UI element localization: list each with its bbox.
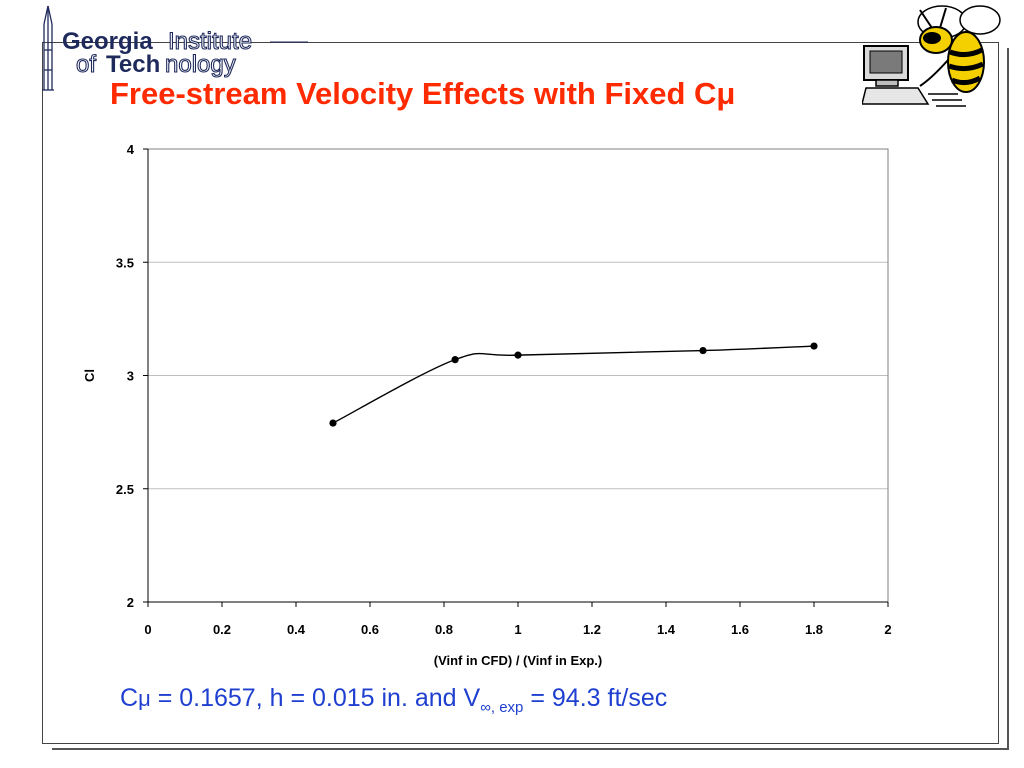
caption-c: C	[120, 684, 139, 712]
logo-of-text: of	[76, 51, 96, 78]
caption-mu: μ	[138, 686, 151, 711]
caption-end-text: = 94.3 ft/sec	[523, 684, 668, 712]
georgia-tech-logo: Georgia Institute of Tech nology	[40, 4, 310, 94]
slide-title: Free-stream Velocity Effects with Fixed …	[110, 76, 736, 111]
caption-subscript: ∞, exp	[480, 699, 524, 716]
buzz-mascot-icon	[862, 0, 1002, 118]
slide-shadow-frame	[52, 48, 1009, 750]
caption-mid-text: = 0.1657, h = 0.015 in. and V	[150, 684, 481, 712]
logo-georgia-text: Georgia	[62, 28, 153, 55]
slide-caption: Cμ = 0.1657, h = 0.015 in. and V∞, exp =…	[120, 684, 940, 716]
logo-nology-text: nology	[165, 51, 236, 78]
logo-institute-text: Institute	[168, 28, 252, 55]
slide-frame	[42, 42, 999, 744]
logo-tech-text: Tech	[106, 51, 160, 78]
